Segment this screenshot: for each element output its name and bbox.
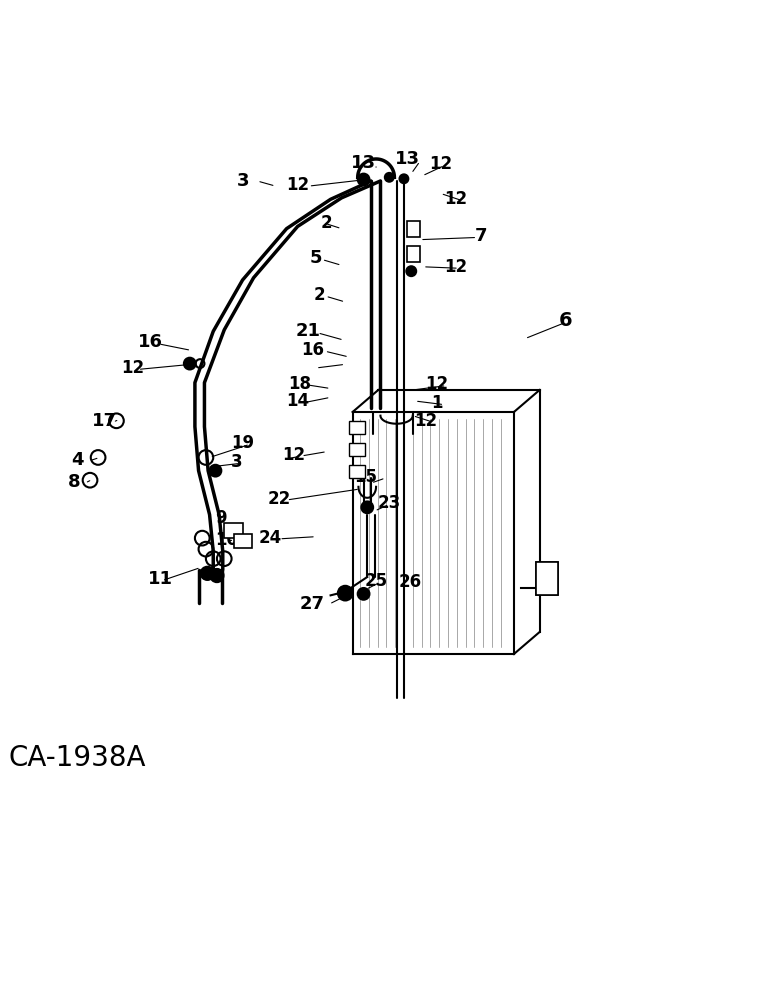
Text: 7: 7 [475,227,487,245]
Circle shape [210,569,224,582]
Text: 27: 27 [300,595,325,613]
Circle shape [385,173,394,182]
Text: 2: 2 [313,286,325,304]
Text: 17: 17 [92,412,117,430]
Text: 13: 13 [351,154,376,172]
Text: 12: 12 [429,155,452,173]
Text: 4: 4 [71,451,84,469]
Text: 12: 12 [425,375,449,393]
Bar [349,443,365,456]
Text: 16: 16 [138,333,164,351]
Text: 10: 10 [215,531,238,549]
Circle shape [209,465,222,477]
Text: 3: 3 [231,453,242,471]
Text: 12: 12 [121,359,144,377]
Text: 3: 3 [236,172,249,190]
Text: 21: 21 [296,322,321,340]
Circle shape [184,358,195,369]
Text: 12: 12 [283,446,306,464]
Text: 12: 12 [415,412,438,430]
Text: 9: 9 [215,509,226,527]
Bar [536,562,558,595]
Text: 19: 19 [231,434,254,452]
Circle shape [406,266,416,276]
Circle shape [338,586,353,600]
Text: 12: 12 [286,176,309,194]
Text: 5: 5 [310,249,322,267]
Circle shape [361,501,373,513]
Text: 14: 14 [286,392,309,410]
Text: 2: 2 [321,214,333,232]
Text: 13: 13 [395,150,420,168]
Bar [407,221,420,237]
Circle shape [357,174,370,185]
Bar [234,534,252,548]
Bar [349,465,365,478]
Text: 12: 12 [444,258,467,276]
Text: 22: 22 [268,490,291,508]
Text: 6: 6 [558,311,572,330]
Bar [536,562,558,595]
Text: 11: 11 [148,570,173,588]
Text: 15: 15 [354,468,378,486]
Circle shape [357,588,370,600]
Circle shape [201,567,214,580]
Text: 23: 23 [378,494,401,512]
Bar [349,421,365,434]
Circle shape [400,174,408,183]
Text: 12: 12 [444,190,467,208]
Text: CA-1938A: CA-1938A [8,744,147,772]
Text: 1: 1 [432,394,442,412]
Bar [224,523,242,538]
Text: 24: 24 [259,529,282,547]
Text: 18: 18 [288,375,311,393]
Text: 8: 8 [68,473,80,491]
Text: 26: 26 [398,573,422,591]
Text: 16: 16 [301,341,323,359]
Text: 25: 25 [364,572,388,590]
Bar [407,246,420,262]
